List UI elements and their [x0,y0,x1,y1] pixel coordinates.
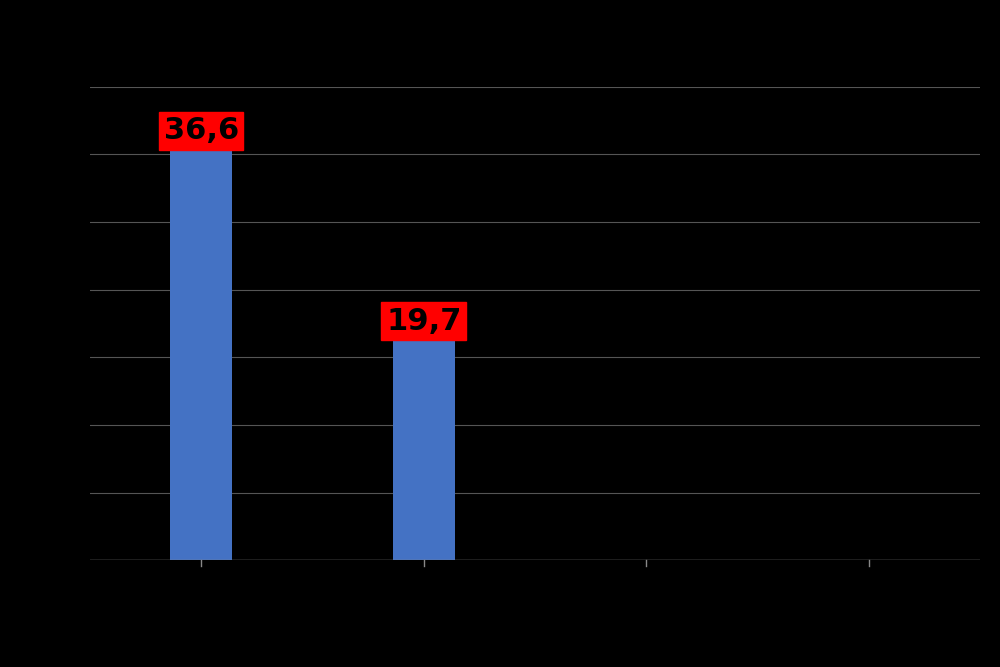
Bar [170,147,232,560]
Bar [393,338,455,560]
Text: 36,6: 36,6 [164,116,239,145]
Text: 19,7: 19,7 [386,307,461,336]
